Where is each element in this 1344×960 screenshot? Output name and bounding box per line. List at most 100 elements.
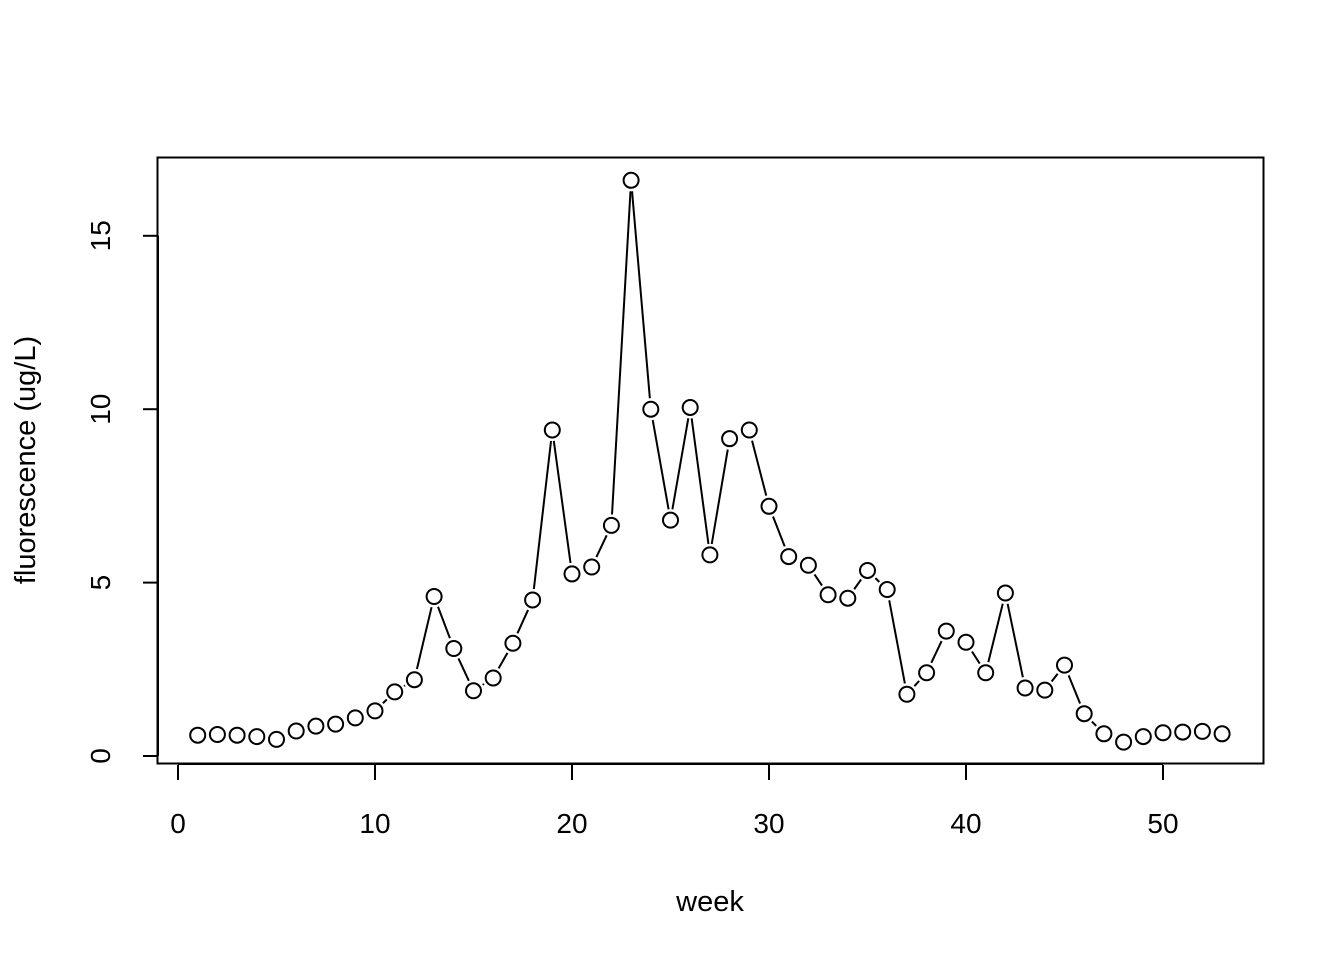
data-point (287, 722, 305, 740)
series-segment (651, 419, 670, 510)
x-tick-label: 40 (950, 808, 981, 839)
x-axis: 0 10 20 30 40 50 (170, 763, 1179, 839)
data-point (918, 664, 936, 682)
data-point (386, 683, 404, 701)
series-segment (888, 600, 906, 684)
data-point (996, 584, 1014, 602)
data-point (445, 639, 463, 657)
series-segment (631, 191, 651, 399)
series-segment (497, 652, 509, 669)
series-lines (382, 191, 1097, 727)
series-segment (1050, 673, 1059, 683)
data-point (307, 717, 325, 735)
series-segment (595, 534, 608, 558)
data-point (208, 725, 226, 743)
series-segment (913, 680, 920, 687)
series-segment (751, 440, 768, 496)
series-segment (482, 683, 485, 686)
series-segment (1006, 603, 1024, 678)
data-point (248, 728, 266, 746)
data-point (1115, 733, 1133, 751)
series-segment (772, 516, 786, 547)
data-point (642, 400, 660, 418)
series-segment (671, 418, 690, 510)
data-point (602, 516, 620, 534)
data-point (405, 671, 423, 689)
series-segment (813, 573, 823, 587)
data-point (189, 726, 207, 744)
data-point (898, 685, 916, 703)
data-point (583, 558, 601, 576)
data-point (760, 497, 778, 515)
data-point (465, 682, 482, 700)
data-point (839, 589, 857, 607)
series-segment (611, 191, 632, 515)
data-point (366, 702, 384, 720)
series-segment (437, 606, 451, 639)
data-point (957, 633, 975, 651)
data-point (1036, 681, 1054, 699)
x-tick-label: 50 (1147, 808, 1178, 839)
data-point (662, 511, 679, 529)
series-segment (532, 440, 553, 590)
data-point (268, 730, 285, 748)
data-point (484, 669, 502, 687)
data-point (1134, 728, 1152, 746)
y-axis-title: fluorescence (ug/L) (10, 336, 42, 584)
data-point (701, 546, 719, 564)
series-segment (552, 440, 572, 564)
series-segment (853, 578, 862, 590)
y-tick-label: 0 (85, 748, 116, 764)
data-point (504, 634, 522, 652)
x-tick-label: 30 (753, 808, 784, 839)
series-segment (987, 603, 1004, 663)
data-point (1213, 725, 1231, 743)
y-tick-label: 15 (85, 220, 116, 251)
series-segment (516, 609, 529, 634)
data-point (1193, 722, 1211, 740)
series-segment (930, 640, 943, 664)
series-segment (403, 684, 406, 687)
data-point (1095, 725, 1113, 743)
data-point (524, 591, 542, 609)
data-point (543, 421, 561, 439)
series-segment (1067, 674, 1081, 704)
series-segment (457, 658, 470, 682)
data-point (780, 548, 798, 566)
series-segment (710, 449, 729, 545)
y-tick-label: 10 (85, 394, 116, 425)
data-point (1016, 679, 1034, 697)
series-points (189, 171, 1231, 751)
data-point (681, 398, 699, 416)
x-axis-title: week (675, 886, 744, 918)
series-segment (874, 577, 880, 583)
data-point (740, 421, 758, 439)
series-segment (690, 418, 710, 545)
data-point (228, 726, 246, 744)
x-tick-label: 10 (359, 808, 390, 839)
data-point (563, 565, 581, 583)
data-point (799, 556, 817, 574)
data-point (1056, 656, 1073, 674)
data-point (1154, 724, 1172, 742)
series-segment (415, 606, 433, 670)
data-point (977, 664, 995, 682)
x-tick-label: 0 (170, 808, 186, 839)
series-segment (382, 698, 388, 704)
data-point (1075, 705, 1093, 723)
y-axis: 0 5 10 15 (85, 220, 159, 764)
data-point (819, 586, 837, 604)
data-point (346, 709, 364, 727)
series-segment (971, 650, 981, 665)
data-point (878, 581, 896, 599)
plot-box (156, 156, 1265, 765)
data-point (859, 561, 876, 579)
data-point (327, 715, 345, 733)
data-point (425, 587, 443, 605)
data-point (1174, 723, 1192, 741)
data-point (721, 430, 739, 448)
data-point (937, 622, 955, 640)
series-segment (1091, 720, 1097, 727)
data-point (622, 171, 640, 189)
